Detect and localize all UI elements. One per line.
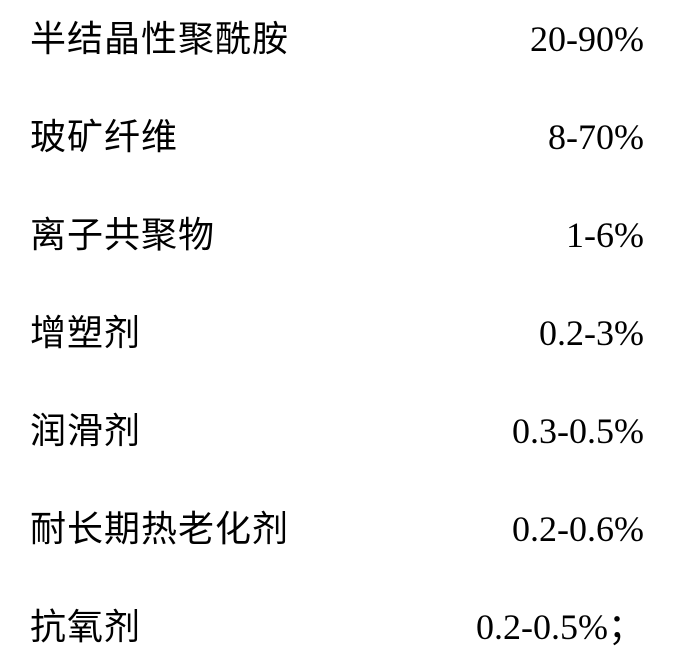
table-row: 玻矿纤维 8-70%: [30, 108, 644, 160]
table-row: 润滑剂 0.3-0.5%: [30, 402, 644, 454]
component-label: 耐长期热老化剂: [30, 500, 289, 552]
component-value: 0.2-3%: [539, 312, 644, 354]
component-value: 20-90%: [530, 18, 644, 60]
component-value: 0.2-0.6%: [512, 508, 644, 550]
table-row: 抗氧剂 0.2-0.5%；: [30, 598, 644, 650]
component-label: 离子共聚物: [30, 206, 215, 258]
component-value: 0.2-0.5%；: [476, 598, 644, 650]
component-label: 润滑剂: [30, 402, 141, 454]
component-label: 增塑剂: [30, 304, 141, 356]
component-label: 玻矿纤维: [30, 108, 178, 160]
table-row: 离子共聚物 1-6%: [30, 206, 644, 258]
component-label: 半结晶性聚酰胺: [30, 10, 289, 62]
component-value: 0.3-0.5%: [512, 410, 644, 452]
table-row: 增塑剂 0.2-3%: [30, 304, 644, 356]
composition-table: 半结晶性聚酰胺 20-90% 玻矿纤维 8-70% 离子共聚物 1-6% 增塑剂…: [0, 0, 674, 660]
table-row: 半结晶性聚酰胺 20-90%: [30, 10, 644, 62]
table-row: 耐长期热老化剂 0.2-0.6%: [30, 500, 644, 552]
component-value: 1-6%: [566, 214, 644, 256]
component-label: 抗氧剂: [30, 598, 141, 650]
component-value: 8-70%: [548, 116, 644, 158]
